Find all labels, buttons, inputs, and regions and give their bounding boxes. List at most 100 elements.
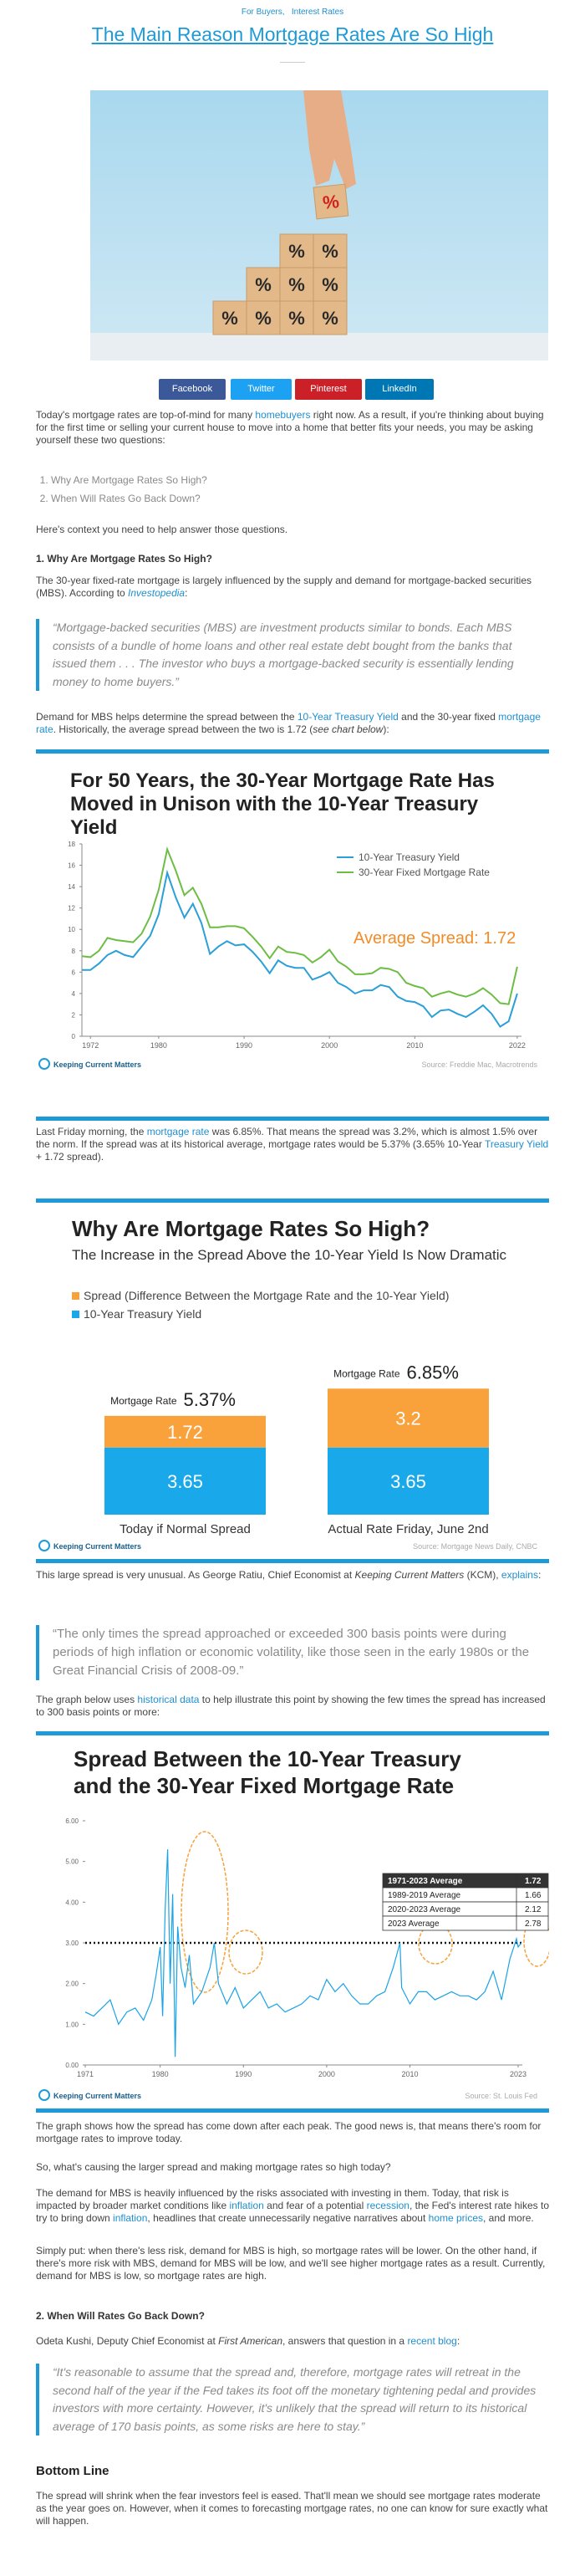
table-cell: 2020-2023 Average — [388, 1905, 461, 1914]
text-run: Odeta Kushi, Deputy Chief Economist at — [36, 2335, 219, 2347]
x-tick-label: 2023 — [510, 2070, 526, 2078]
value-label: 3.65 — [167, 1471, 203, 1492]
inline-link[interactable]: Investopedia — [128, 587, 186, 599]
table-cell: 2.12 — [525, 1905, 542, 1914]
legend-label: 30-Year Fixed Mortgage Rate — [359, 866, 490, 878]
text-run: . Historically, the average spread betwe… — [53, 723, 313, 735]
inline-link[interactable]: inflation — [229, 2200, 264, 2211]
x-tick-label: 2000 — [318, 2070, 335, 2078]
inline-link[interactable]: recession — [366, 2200, 410, 2211]
table-cell: 1971-2023 Average — [388, 1877, 463, 1886]
total-caption: Mortgage Rate — [333, 1367, 400, 1379]
text-run: The demand for MBS is heavily influenced… — [36, 2187, 509, 2211]
inline-link[interactable]: mortgage rate — [146, 1126, 210, 1137]
chart-3: Spread Between the 10-Year Treasury and … — [36, 1735, 552, 2107]
paragraph: The graph below uses historical data to … — [36, 1694, 549, 1719]
paragraph: Demand for MBS helps determine the sprea… — [36, 711, 549, 736]
inline-link[interactable]: 10-Year Treasury Yield — [297, 711, 399, 723]
held-block — [313, 183, 349, 220]
share-button[interactable]: LinkedIn — [365, 379, 434, 400]
text-run: , answers that question in a — [282, 2335, 408, 2347]
logo: Keeping Current Matters — [53, 2092, 141, 2100]
inline-link[interactable]: Treasury Yield — [484, 1138, 549, 1150]
post-categories: For Buyers, Interest Rates — [0, 8, 585, 17]
y-tick-label: 16 — [68, 862, 75, 870]
inline-link[interactable]: explains — [501, 1569, 538, 1581]
legend-label: 10-Year Treasury Yield — [359, 851, 460, 863]
chart-border — [36, 749, 549, 754]
block-label: % — [288, 241, 305, 262]
block-label: % — [322, 274, 338, 295]
chart-border — [36, 2108, 549, 2113]
paragraph: So, what's causing the larger spread and… — [36, 2161, 549, 2174]
inline-link[interactable]: mortgage rate — [36, 711, 541, 735]
chart-border — [36, 1731, 549, 1735]
bar-segment — [328, 1447, 489, 1515]
text-run: Last Friday morning, the — [36, 1126, 147, 1137]
paragraph: The graph shows how the spread has come … — [36, 2120, 549, 2145]
divider — [280, 62, 305, 63]
chart-border — [36, 1559, 549, 1563]
value-label: 1.72 — [167, 1422, 203, 1443]
text-run: , the Fed's interest rate hikes to try t… — [36, 2200, 549, 2224]
logo-icon — [38, 1540, 50, 1551]
text-run: Simply put: when there's less risk, dema… — [36, 2245, 546, 2282]
text-run: The graph below uses — [36, 1694, 138, 1705]
text-run: The 30-year fixed-rate mortgage is large… — [36, 575, 532, 599]
inline-link[interactable]: homebuyers — [255, 409, 311, 421]
block-label: % — [255, 308, 272, 329]
x-tick-label: 1972 — [82, 1041, 99, 1050]
x-tick-label: 2000 — [321, 1041, 338, 1050]
wood-blocks — [212, 233, 348, 335]
block-label: % — [255, 274, 272, 295]
text-run: , and more. — [483, 2212, 534, 2224]
inline-link[interactable]: recent blog — [407, 2335, 457, 2347]
paragraph: Today's mortgage rates are top-of-mind f… — [36, 409, 549, 447]
text-run: Here's context you need to help answer t… — [36, 524, 288, 535]
x-tick-label: Actual Rate Friday, June 2nd — [328, 1522, 488, 1536]
share-button[interactable]: Twitter — [231, 379, 292, 400]
logo: Keeping Current Matters — [53, 1542, 141, 1551]
x-tick-label: 2022 — [509, 1041, 526, 1050]
chart-subtitle: The Increase in the Spread Above the 10-… — [72, 1247, 507, 1263]
hero-image: % % % % % % % % % % — [90, 90, 548, 360]
hero-table — [90, 333, 548, 360]
y-tick-label: 6 — [72, 969, 76, 976]
logo-icon — [38, 1058, 50, 1070]
inline-link[interactable]: inflation — [113, 2212, 148, 2224]
x-tick-label: 1990 — [236, 1041, 252, 1050]
y-tick-label: 0 — [72, 1033, 76, 1040]
table-cell: 1.66 — [525, 1891, 542, 1900]
category-link[interactable]: Interest Rates — [291, 8, 344, 17]
emphasis: Keeping Current Matters — [354, 1569, 465, 1581]
block-label: % — [288, 274, 305, 295]
logo-icon — [38, 2089, 50, 2101]
section-heading: Bottom Line — [36, 2464, 109, 2478]
chart-title: For 50 Years, the 30-Year Mortgage Rate … — [70, 769, 495, 839]
y-tick-label: 6.00 — [65, 1817, 79, 1825]
source: Source: Mortgage News Daily, CNBC — [413, 1542, 537, 1551]
category-link[interactable]: For Buyers, — [241, 8, 285, 17]
block-label: % — [322, 191, 340, 213]
y-tick-label: 8 — [72, 948, 76, 955]
y-tick-label: 18 — [68, 841, 75, 848]
y-tick-label: 2 — [72, 1011, 76, 1019]
block-label: % — [221, 308, 238, 329]
y-tick-label: 0.00 — [65, 2062, 79, 2069]
logo: Keeping Current Matters — [53, 1061, 141, 1069]
text-run: was 6.85%. That means the spread was 3.2… — [36, 1126, 538, 1150]
text-run: This large spread is very unusual. As Ge… — [36, 1569, 355, 1581]
share-button[interactable]: Pinterest — [295, 379, 362, 400]
section-heading: 2. When Will Rates Go Back Down? — [36, 2310, 205, 2322]
annotation: Average Spread: 1.72 — [354, 929, 516, 948]
x-tick-label: 1980 — [150, 1041, 167, 1050]
source: Source: St. Louis Fed — [465, 2092, 537, 2100]
table-cell: 1.72 — [525, 1877, 542, 1886]
list-item: Why Are Mortgage Rates So High? — [51, 471, 549, 489]
chart-border — [36, 1199, 549, 1203]
inline-link[interactable]: home prices — [428, 2212, 484, 2224]
inline-link[interactable]: historical data — [137, 1694, 200, 1705]
share-button[interactable]: Facebook — [159, 379, 226, 400]
y-tick-label: 3.00 — [65, 1940, 79, 1947]
source: Source: Freddie Mac, Macrotrends — [421, 1061, 537, 1069]
